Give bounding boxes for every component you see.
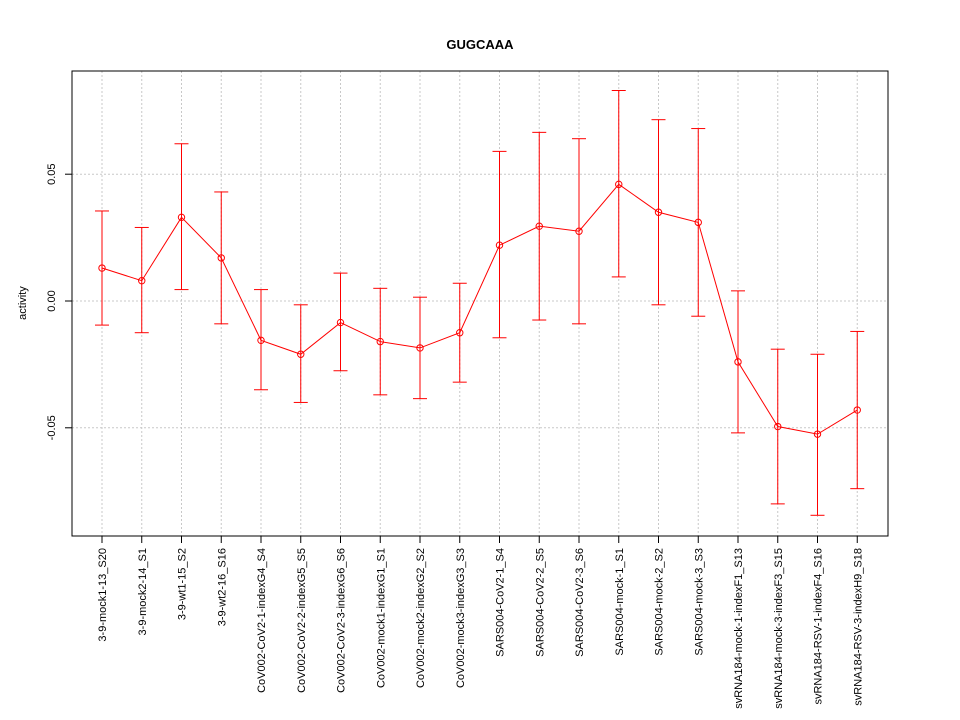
x-tick-label: 3-9-mock2-14_S1	[137, 548, 149, 635]
x-tick-label: CoV002-CoV2-1-indexG4_S4	[256, 548, 268, 693]
y-tick-label: -0.05	[46, 415, 58, 440]
y-axis: -0.05 0.00 0.05	[46, 163, 72, 440]
series-line	[101, 183, 858, 435]
x-tick-label: SARS004-mock-1_S1	[614, 548, 626, 656]
data-point	[376, 337, 384, 346]
x-tick-label: svRNA184-RSV-1-indexF4_S16	[813, 548, 825, 705]
data-point	[654, 208, 663, 216]
data-point	[694, 218, 702, 227]
x-tick-label: svRNA184-mock-3-indexF3_S15	[773, 548, 785, 709]
x-tick-label: CoV002-mock1-indexG1_S1	[375, 548, 387, 688]
data-point	[813, 430, 822, 438]
data-point	[853, 406, 861, 414]
x-tick-label: SARS004-mock-2_S2	[654, 548, 666, 656]
y-axis-label: activity	[17, 286, 29, 320]
data-point	[495, 241, 504, 249]
data-point	[535, 222, 543, 230]
y-tick-label: 0.00	[46, 290, 58, 311]
data-point	[615, 180, 623, 189]
grid	[72, 71, 888, 536]
data-point	[774, 422, 782, 431]
data-point	[734, 358, 742, 366]
data-point	[416, 344, 424, 352]
x-tick-label: SARS004-CoV2-1_S4	[495, 548, 507, 657]
series-activity	[95, 90, 865, 516]
chart-title: GUGCAAA	[446, 37, 514, 52]
data-point	[575, 227, 583, 235]
x-tick-label: SARS004-CoV2-3_S6	[574, 548, 586, 657]
data-point	[177, 213, 186, 222]
x-tick-label: 3-9-mock1-13_S20	[97, 548, 109, 642]
x-tick-label: CoV002-CoV2-2-indexG5_S5	[296, 548, 308, 693]
data-point	[297, 350, 305, 358]
data-point	[138, 277, 146, 285]
x-tick-label: svRNA184-mock-1-indexF1_S13	[733, 548, 745, 709]
data-point	[98, 264, 106, 272]
y-tick-label: 0.05	[46, 163, 58, 184]
data-point	[456, 329, 464, 337]
data-point	[217, 254, 225, 262]
plot-frame	[71, 70, 889, 537]
x-tick-label: 3-9-wt2-16_S16	[216, 548, 228, 626]
x-tick-label: CoV002-mock2-indexG2_S2	[415, 548, 427, 688]
x-tick-label: SARS004-CoV2-2_S5	[534, 548, 546, 657]
x-tick-label: SARS004-mock-3_S3	[693, 548, 705, 656]
x-tick-label: svRNA184-RSV-3-indexH9_S18	[852, 548, 864, 706]
x-axis: 3-9-mock1-13_S20 3-9-mock2-14_S1 3-9-wt1-1…	[97, 536, 864, 709]
data-point	[336, 318, 345, 327]
x-tick-label: CoV002-CoV2-3-indexG6_S6	[336, 548, 348, 693]
x-tick-label: 3-9-wt1-15_S2	[177, 548, 189, 620]
x-tick-label: CoV002-mock3-indexG3_S3	[455, 548, 467, 688]
data-point	[257, 336, 265, 345]
